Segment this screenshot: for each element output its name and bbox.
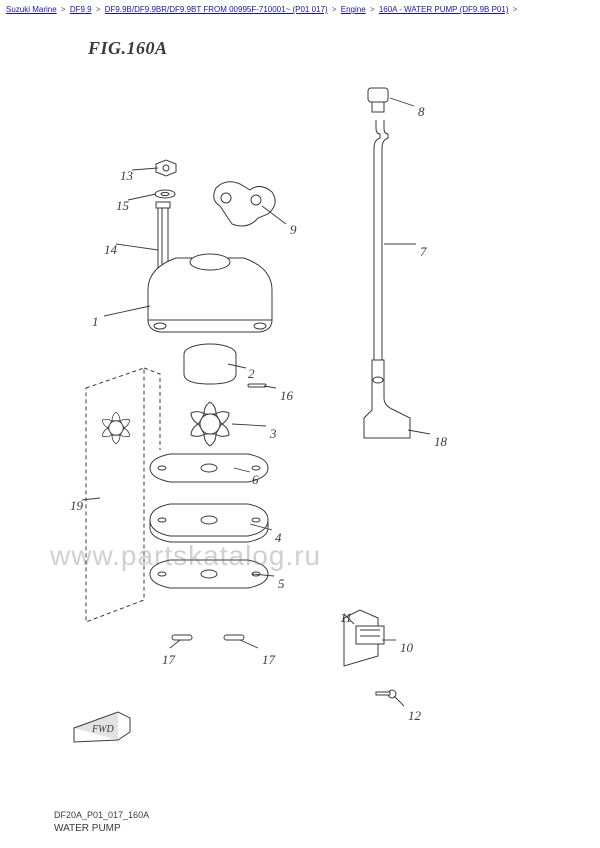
callout-number: 13	[120, 168, 133, 184]
part-tube	[374, 120, 388, 360]
breadcrumb-link[interactable]: Suzuki Marine	[6, 5, 57, 14]
part-gasket-plate	[150, 454, 268, 482]
fwd-arrow-icon: FWD	[74, 712, 130, 742]
callout-number: 9	[290, 222, 297, 238]
part-clamp	[214, 182, 275, 226]
callout-number: 11	[340, 610, 352, 626]
callout-number: 10	[400, 640, 413, 656]
callout-number: 6	[252, 472, 259, 488]
part-washer	[155, 190, 175, 198]
part-dowel	[172, 635, 244, 640]
callout-number: 1	[92, 314, 99, 330]
parts-diagram: FWD 1 2 3 4 5 6 7 8 9 10 11 12 13 14 15 …	[0, 30, 600, 820]
breadcrumb-sep: >	[513, 5, 518, 14]
part-key	[248, 384, 266, 387]
callout-number: 17	[162, 652, 175, 668]
breadcrumb-link[interactable]: 160A - WATER PUMP (DF9.9B P01)	[379, 5, 509, 14]
breadcrumb-sep: >	[370, 5, 375, 14]
breadcrumb-link[interactable]: Engine	[341, 5, 366, 14]
part-impeller	[188, 402, 232, 446]
breadcrumb-link[interactable]: DF9.9	[70, 5, 92, 14]
breadcrumb-sep: >	[96, 5, 101, 14]
part-under-plate	[150, 504, 268, 542]
callout-number: 18	[434, 434, 447, 450]
callout-number: 19	[70, 498, 83, 514]
callout-number: 12	[408, 708, 421, 724]
footer-code: DF20A_P01_017_160A	[54, 810, 149, 820]
fwd-label: FWD	[91, 724, 114, 735]
part-plug	[368, 88, 388, 112]
part-nut	[156, 160, 176, 176]
part-gasket	[150, 560, 268, 588]
callout-number: 14	[104, 242, 117, 258]
callout-number: 3	[270, 426, 277, 442]
part-bracket	[364, 360, 410, 438]
callout-number: 5	[278, 576, 285, 592]
callout-number: 2	[248, 366, 255, 382]
callout-number: 4	[275, 530, 282, 546]
breadcrumb-sep: >	[332, 5, 337, 14]
breadcrumb-sep: >	[61, 5, 66, 14]
footer-title: WATER PUMP	[54, 823, 121, 834]
callout-number: 16	[280, 388, 293, 404]
breadcrumb: Suzuki Marine > DF9.9 > DF9.9B/DF9.9BR/D…	[0, 0, 600, 19]
breadcrumb-link[interactable]: DF9.9B/DF9.9BR/DF9.9BT FROM 00995F-71000…	[105, 5, 328, 14]
callout-number: 17	[262, 652, 275, 668]
part-pump-housing	[148, 254, 272, 332]
callout-number: 8	[418, 104, 425, 120]
part-kit	[86, 368, 160, 622]
callout-number: 7	[420, 244, 427, 260]
callout-number: 15	[116, 198, 129, 214]
